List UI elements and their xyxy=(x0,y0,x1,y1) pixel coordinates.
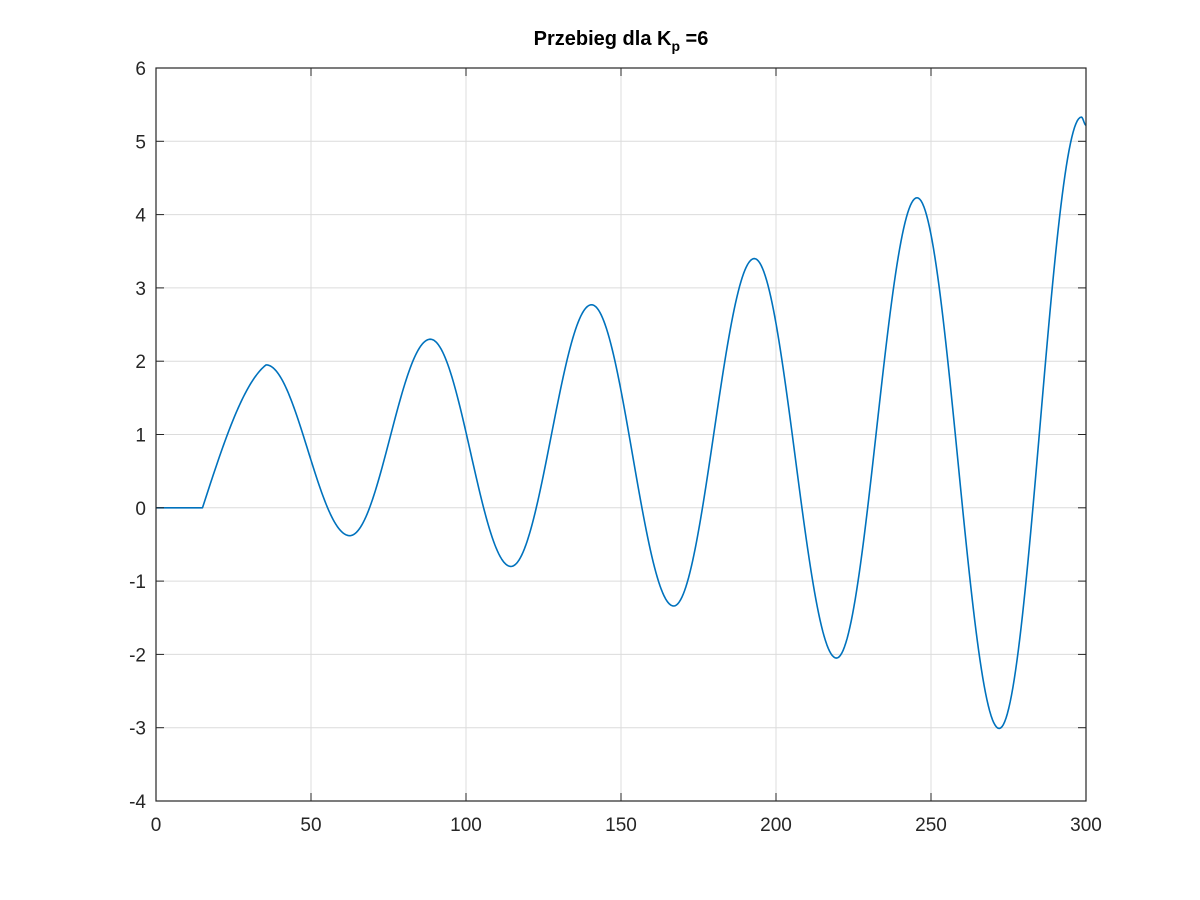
y-tick-label: 3 xyxy=(135,279,146,300)
x-tick-label: 50 xyxy=(300,815,321,836)
y-tick-label: -2 xyxy=(129,645,146,666)
title-main: Przebieg dla K xyxy=(533,28,672,50)
title-suffix: =6 xyxy=(680,28,709,50)
x-tick-label: 200 xyxy=(760,815,792,836)
series-layer xyxy=(155,116,1087,730)
y-tick-label: -4 xyxy=(129,792,146,813)
y-tick-label: -3 xyxy=(129,719,146,740)
grid-layer xyxy=(156,68,1086,801)
x-tick-label: 300 xyxy=(1070,815,1102,836)
y-tick-label: -1 xyxy=(129,572,146,593)
x-tick-label: 100 xyxy=(450,815,482,836)
x-tick-label: 0 xyxy=(151,815,162,836)
y-tick-label: 1 xyxy=(135,426,146,447)
series-line xyxy=(155,116,1087,730)
chart-title: Przebieg dla Kp =6 xyxy=(156,28,1086,54)
x-tick-label: 150 xyxy=(605,815,637,836)
ticks-layer: 0 50 100 150 200 250 300 -4 -3 -2 -1 0 1 2 3 4 5 6 xyxy=(129,59,1102,836)
y-tick-label: 2 xyxy=(135,352,146,373)
x-tick-label: 250 xyxy=(915,815,947,836)
y-tick-label: 6 xyxy=(135,59,146,80)
y-tick-label: 5 xyxy=(135,132,146,153)
y-tick-label: 4 xyxy=(135,206,146,227)
y-tick-label: 0 xyxy=(135,499,146,520)
title-subscript: p xyxy=(671,38,680,54)
